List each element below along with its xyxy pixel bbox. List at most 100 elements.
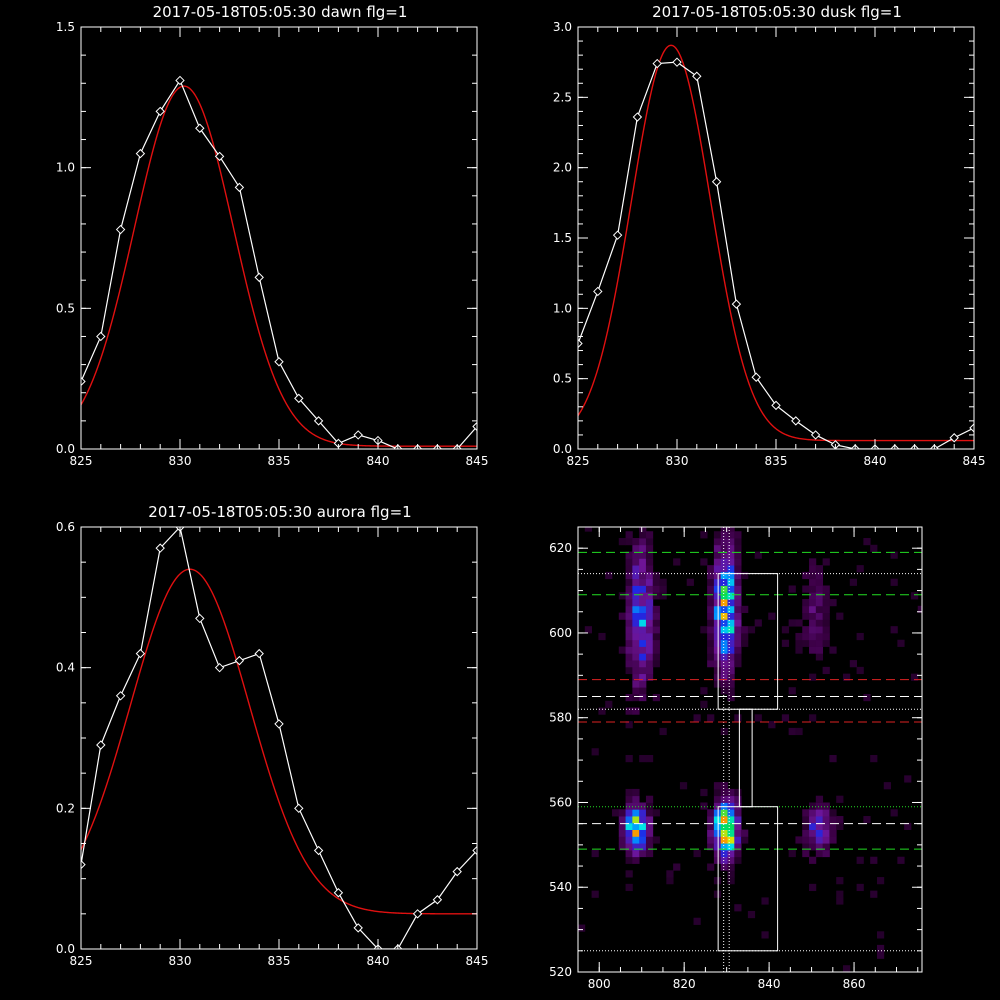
heatmap-cell [625, 822, 633, 830]
heatmap-cell [632, 538, 640, 546]
heatmap-cell [713, 646, 722, 654]
heatmap-cell [591, 849, 599, 858]
heatmap-cell [700, 788, 708, 797]
heatmap-cell [720, 727, 728, 736]
heatmap-cell [734, 592, 742, 600]
heatmap-cell [625, 755, 633, 763]
dusk-data-point [612, 230, 623, 240]
heatmap-cell [639, 612, 647, 620]
heatmap-cell [795, 619, 803, 627]
heatmap-cell [734, 646, 742, 654]
heatmap-cell [713, 632, 722, 641]
heatmap-cell [713, 538, 722, 546]
heatmap-cell [890, 626, 898, 634]
heatmap-cell [836, 897, 844, 905]
heatmap-cell [829, 646, 837, 654]
heatmap-cell [652, 646, 660, 654]
heatmap-cell [605, 571, 613, 580]
heatmap-cell [645, 653, 654, 661]
heatmap-cell [639, 755, 647, 763]
dawn-data-point [313, 416, 324, 426]
heatmap-cell [720, 782, 728, 790]
dusk-data-point [711, 177, 722, 187]
heatmap-cell [856, 565, 864, 573]
heatmap-cell [625, 721, 633, 729]
heatmap-cell [822, 599, 830, 607]
heatmap-cell [849, 660, 857, 668]
heatmap-cell [856, 666, 864, 675]
heatmap-cell [707, 585, 715, 593]
heatmap-cell [652, 612, 660, 620]
heatmap-cell [673, 863, 681, 871]
heatmap-cell [815, 822, 824, 830]
heatmap-frame [577, 526, 923, 973]
spectrum-image-chart: 800 820 840 860 520 540 560 580 600 620 [549, 526, 923, 991]
dawn-xtick-label: 840 [367, 454, 390, 468]
heatmap-cell [734, 856, 742, 864]
dawn-data-point [115, 224, 126, 235]
heatmap-cell [727, 687, 735, 695]
heatmap-cell [639, 843, 647, 851]
heatmap-cell [639, 585, 647, 593]
heatmap-cell [741, 836, 749, 844]
heatmap-cell [707, 714, 715, 722]
heatmap-ytick-label: 600 [549, 626, 572, 640]
heatmap-cell [625, 802, 633, 810]
dusk-data-point [652, 58, 662, 69]
heatmap-cell [625, 558, 633, 566]
heatmap-cell [727, 558, 735, 566]
heatmap-cell [707, 626, 715, 634]
heatmap-cell [836, 816, 844, 824]
heatmap-cell [625, 551, 633, 559]
heatmap-cell [618, 592, 626, 600]
heatmap-cell [713, 599, 722, 607]
dusk-ytick-label: 0.5 [553, 372, 572, 386]
heatmap-cell [645, 538, 654, 546]
heatmap-cell [639, 599, 647, 607]
heatmap-cell [713, 565, 722, 573]
heatmap-ytick-label: 520 [549, 965, 572, 979]
heatmap-cell [815, 816, 824, 824]
heatmap-cell [652, 578, 660, 586]
heatmap-cell [645, 592, 654, 600]
aurora-data-point [135, 648, 146, 659]
heatmap-cell [700, 558, 708, 566]
dawn-xtick-label: 825 [70, 454, 93, 468]
heatmap-cell [639, 829, 647, 837]
heatmap-ytick-label: 620 [549, 541, 572, 555]
heatmap-cell [645, 795, 654, 803]
heatmap-cell [720, 619, 728, 627]
heatmap-cell [639, 571, 647, 580]
heatmap-cell [802, 822, 810, 830]
heatmap-cell [720, 666, 728, 675]
dusk-data-point [578, 338, 583, 349]
heatmap-cell [727, 693, 735, 702]
heatmap-cell [809, 816, 817, 824]
heatmap-cell [870, 856, 878, 864]
heatmap-cell [727, 666, 735, 675]
heatmap-cell [713, 782, 722, 790]
heatmap-cell [720, 612, 728, 620]
heatmap-cell [876, 877, 885, 885]
dawn-data-point [234, 182, 245, 193]
heatmap-ytick-label: 540 [549, 880, 572, 894]
heatmap-cell [713, 829, 722, 837]
dusk-data-point [751, 372, 761, 382]
heatmap-cell [639, 836, 647, 844]
dusk-ytick-label: 1.5 [553, 231, 572, 245]
heatmap-cell [713, 666, 722, 675]
heatmap-cell [727, 788, 735, 797]
heatmap-cell [727, 639, 735, 647]
heatmap-cell [720, 632, 728, 641]
heatmap-cell [639, 578, 647, 586]
heatmap-cell [639, 849, 647, 858]
heatmap-cell [652, 585, 660, 593]
heatmap-cell [618, 646, 626, 654]
heatmap-cell [815, 571, 824, 580]
heatmap-cell [727, 843, 735, 851]
heatmap-cell [707, 660, 715, 668]
heatmap-cell [809, 632, 817, 641]
heatmap-cell [809, 565, 817, 573]
aurora-plot-area [81, 527, 477, 949]
heatmap-cell [720, 843, 728, 851]
